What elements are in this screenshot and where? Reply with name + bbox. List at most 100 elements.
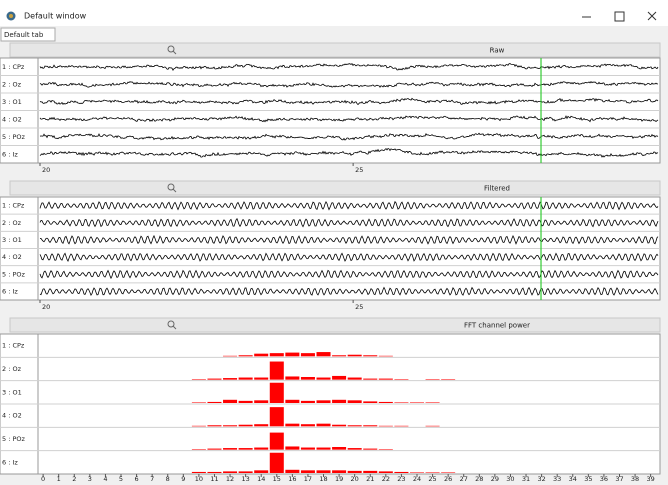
fft-bar [409,472,424,473]
fft-bar [238,424,253,427]
fft-bar [238,400,253,403]
x-tick-label: 27 [460,475,468,483]
fft-bar [191,425,206,427]
fft-bar [316,377,331,380]
x-tick-label: 32 [537,475,545,483]
channel-label: 5 : POz [2,435,25,443]
x-tick-label: 23 [397,475,405,483]
fft-bar [269,432,284,450]
x-tick-label: 7 [150,475,154,483]
panel: FFT channel power 1 : CPz 2 : Oz 3 : O1 4 : … [0,317,661,483]
fft-bar [441,379,456,380]
fft-bar [254,470,269,473]
maximize-button[interactable] [614,11,625,22]
channel-label: 3 : O1 [2,388,22,396]
channel-label: 6 : Iz [2,458,18,466]
fft-bar [238,471,253,473]
fft-bar [347,448,362,450]
x-tick-label: 1 [57,475,61,483]
fft-bar [378,355,393,357]
x-tick-label: 29 [491,475,499,483]
x-tick-label: 26 [444,475,452,483]
fft-bar [191,402,206,403]
fft-bar [269,452,284,473]
fft-bar [207,378,222,380]
x-tick-label: 20 [42,303,50,311]
panel-title: Raw [490,47,505,55]
x-tick-label: 6 [135,475,139,483]
fft-bar [394,379,409,380]
fft-bar [316,423,331,427]
x-tick-label: 21 [366,475,374,483]
fft-bar [394,471,409,473]
channel-label: 2 : Oz [2,365,22,373]
panel-header [9,42,661,58]
x-tick-label: 12 [226,475,234,483]
fft-bar [254,353,269,357]
x-tick-label: 24 [413,475,421,483]
fft-bar [347,470,362,473]
fft-bar [223,471,238,473]
fft-bar [191,471,206,473]
x-tick-label: 25 [355,166,363,174]
fft-bar [316,470,331,473]
zoom-icon [167,45,175,53]
fft-bar [238,448,253,450]
channel-label: 2 : Oz [2,80,22,88]
x-tick-label: 17 [304,475,312,483]
x-tick-label: 15 [273,475,281,483]
fft-bar [223,355,238,357]
channel-label: 5 : POz [2,270,25,278]
x-tick-label: 11 [210,475,218,483]
signal-trace [39,269,659,280]
x-tick-label: 9 [181,475,185,483]
x-tick-label: 18 [319,475,327,483]
signal-trace [39,217,659,228]
x-tick-label: 35 [584,475,592,483]
signal-trace [39,200,659,211]
fft-bar [316,352,331,357]
fft-bar [347,377,362,380]
x-tick-label: 25 [355,303,363,311]
signal-trace [39,147,659,158]
signal-trace [39,234,659,245]
x-tick-label: 39 [647,475,655,483]
fft-bar [425,402,440,403]
fft-bar [316,400,331,403]
close-button[interactable] [647,11,657,21]
panel-title: Filtered [484,185,510,193]
channel-label: 1 : CPz [2,202,25,210]
x-tick-label: 16 [288,475,296,483]
fft-bar [269,407,284,427]
x-tick-label: 10 [195,475,203,483]
fft-bar [316,447,331,450]
zoom-icon [167,320,175,328]
fft-bar [363,401,378,403]
channel-label: 4 : O2 [2,115,22,123]
fft-bar [300,447,315,450]
fft-bar [238,377,253,380]
fft-bar [363,355,378,357]
x-tick-label: 22 [382,475,390,483]
x-tick-label: 25 [428,475,436,483]
x-tick-label: 0 [41,475,45,483]
x-tick-label: 20 [351,475,359,483]
fft-bar [347,400,362,403]
x-tick-label: 19 [335,475,343,483]
channel-label: 1 : CPz [2,63,25,71]
fft-bar [223,448,238,450]
fft-bar [332,355,347,357]
fft-bar [363,448,378,450]
x-tick-label: 37 [615,475,623,483]
zoom-icon-handle [172,50,177,55]
x-tick-label: 5 [119,475,123,483]
fft-bar [300,470,315,473]
fft-bar [285,376,300,380]
title-bar [0,0,668,26]
fft-bar [207,401,222,403]
signal-trace [39,115,659,123]
tab[interactable] [0,27,56,42]
zoom-icon [167,183,175,191]
fft-bar [363,470,378,473]
